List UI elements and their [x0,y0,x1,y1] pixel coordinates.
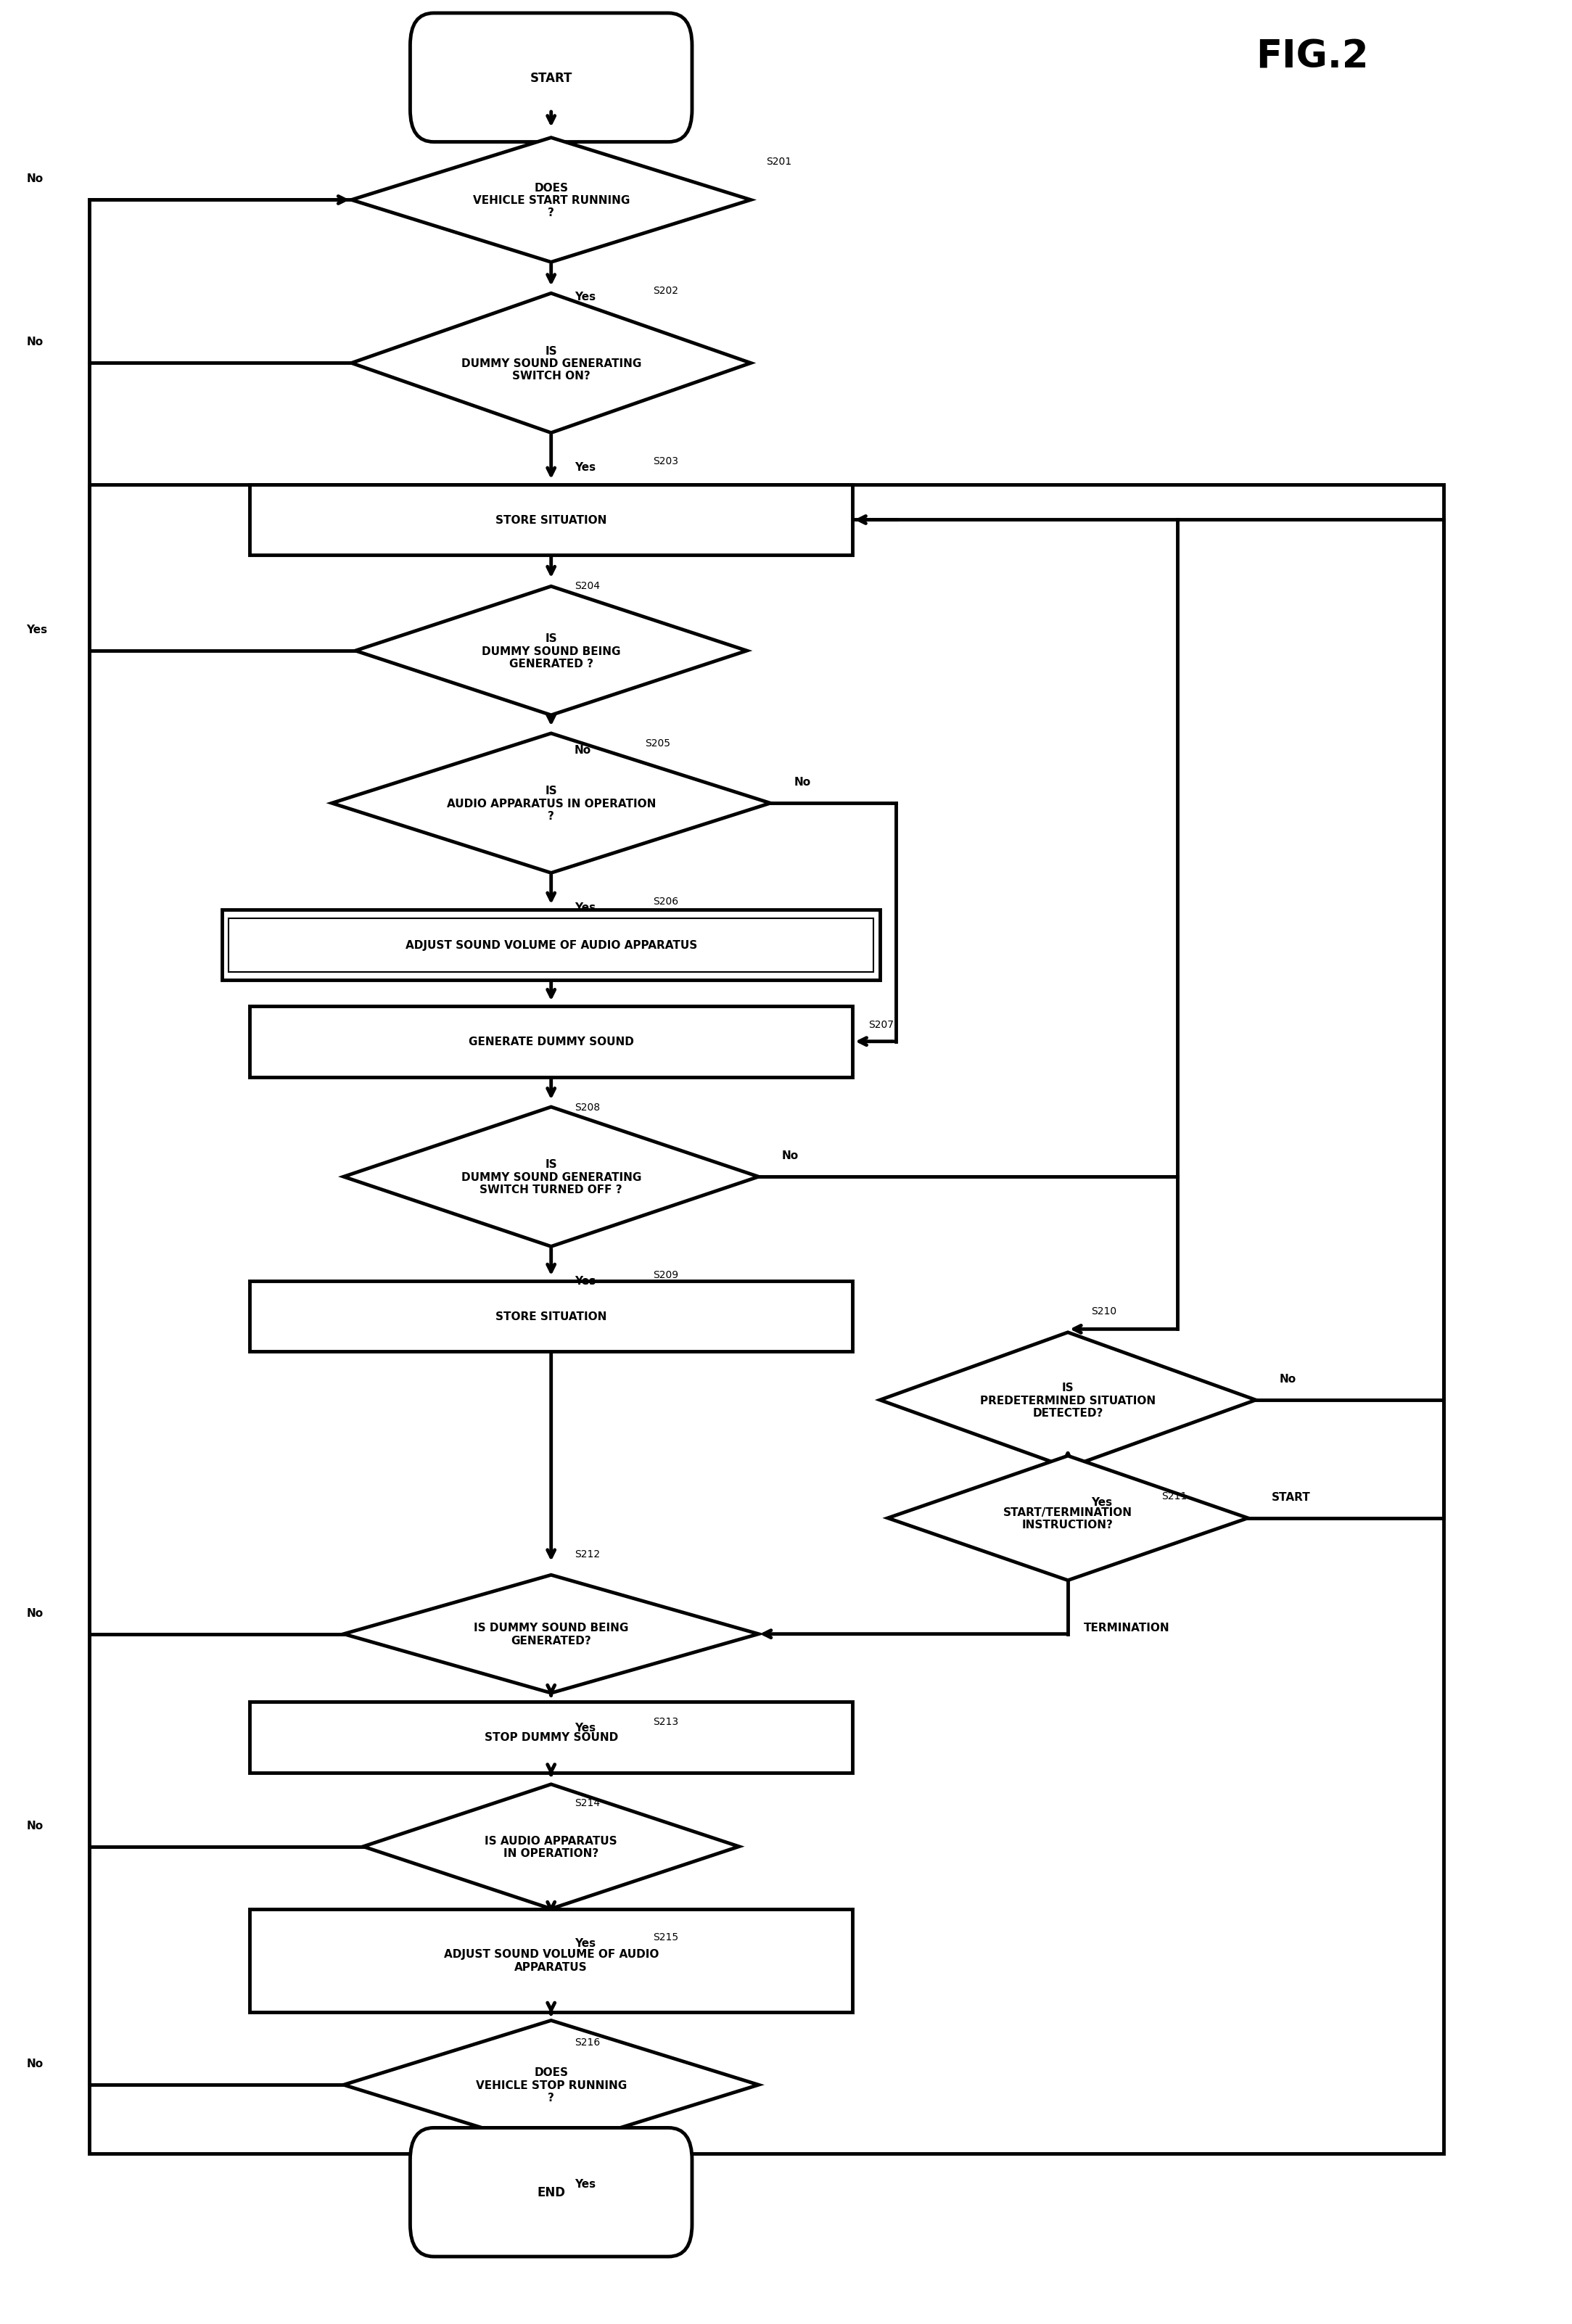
Bar [222,909,880,981]
Bar [250,1006,852,1078]
FancyBboxPatch shape [410,14,692,142]
Text: S212: S212 [575,1548,601,1559]
Text: IS AUDIO APPARATUS
IN OPERATION?: IS AUDIO APPARATUS IN OPERATION? [484,1836,618,1859]
Text: S216: S216 [575,2036,601,2047]
Polygon shape [880,1332,1256,1469]
Text: ADJUST SOUND VOLUME OF AUDIO APPARATUS: ADJUST SOUND VOLUME OF AUDIO APPARATUS [406,939,696,951]
Text: S207: S207 [868,1020,893,1030]
Text: S210: S210 [1091,1306,1116,1315]
Text: No: No [27,337,44,349]
Polygon shape [352,137,751,263]
Bar [250,1908,852,2013]
Bar [250,1281,852,1353]
Text: S204: S204 [575,581,601,590]
Polygon shape [344,2020,759,2150]
Text: No: No [27,1608,44,1618]
Bar [228,918,874,971]
Polygon shape [888,1457,1248,1580]
FancyBboxPatch shape [410,2129,692,2257]
Text: S213: S213 [652,1715,679,1727]
Bar [250,486,852,555]
Text: Yes: Yes [575,1276,596,1287]
Text: No: No [575,744,591,755]
Text: IS
DUMMY SOUND GENERATING
SWITCH ON?: IS DUMMY SOUND GENERATING SWITCH ON? [461,346,641,381]
Bar [90,486,1443,2154]
Text: END: END [538,2185,566,2199]
Text: S206: S206 [652,897,679,906]
Text: No: No [794,776,811,788]
Text: Yes: Yes [1091,1497,1113,1508]
Text: S205: S205 [645,739,670,748]
Text: IS
DUMMY SOUND GENERATING
SWITCH TURNED OFF ?: IS DUMMY SOUND GENERATING SWITCH TURNED … [461,1160,641,1195]
Text: Yes: Yes [575,290,596,302]
Text: GENERATE DUMMY SOUND: GENERATE DUMMY SOUND [468,1037,634,1048]
Text: FIG.2: FIG.2 [1256,37,1369,77]
Text: IS
AUDIO APPARATUS IN OPERATION
?: IS AUDIO APPARATUS IN OPERATION ? [446,786,656,823]
Polygon shape [344,1576,759,1694]
Text: S203: S203 [652,456,678,467]
Text: STOP DUMMY SOUND: STOP DUMMY SOUND [484,1731,618,1743]
Text: S209: S209 [652,1269,679,1281]
Text: STORE SITUATION: STORE SITUATION [495,1311,607,1322]
Polygon shape [355,586,747,716]
Text: S201: S201 [767,156,792,167]
Polygon shape [332,734,770,874]
Text: Yes: Yes [575,1722,596,1734]
Polygon shape [363,1785,739,1908]
Text: S215: S215 [652,1931,679,1943]
Text: S202: S202 [652,286,678,295]
Bar [250,1701,852,1773]
Text: Yes: Yes [575,1938,596,1950]
Text: Yes: Yes [575,462,596,474]
Text: IS
DUMMY SOUND BEING
GENERATED ?: IS DUMMY SOUND BEING GENERATED ? [481,632,621,669]
Text: Yes: Yes [27,625,47,634]
Polygon shape [344,1106,759,1246]
Text: IS DUMMY SOUND BEING
GENERATED?: IS DUMMY SOUND BEING GENERATED? [473,1622,629,1645]
Text: S208: S208 [575,1102,601,1113]
Text: TERMINATION: TERMINATION [1083,1622,1170,1634]
Text: Yes: Yes [575,902,596,913]
Text: Yes: Yes [575,2178,596,2189]
Text: S211: S211 [1162,1490,1187,1501]
Text: DOES
VEHICLE STOP RUNNING
?: DOES VEHICLE STOP RUNNING ? [476,2066,627,2103]
Text: No: No [27,174,44,184]
Text: DOES
VEHICLE START RUNNING
?: DOES VEHICLE START RUNNING ? [473,181,630,218]
Text: ADJUST SOUND VOLUME OF AUDIO
APPARATUS: ADJUST SOUND VOLUME OF AUDIO APPARATUS [443,1948,659,1973]
Text: START: START [1272,1492,1311,1501]
Text: STORE SITUATION: STORE SITUATION [495,516,607,525]
Polygon shape [352,293,751,432]
Text: No: No [27,2059,44,2068]
Text: S214: S214 [575,1796,601,1808]
Text: No: No [27,1820,44,1831]
Text: START/TERMINATION
INSTRUCTION?: START/TERMINATION INSTRUCTION? [1003,1506,1132,1529]
Text: START: START [530,72,572,84]
Text: IS
PREDETERMINED SITUATION
DETECTED?: IS PREDETERMINED SITUATION DETECTED? [979,1383,1155,1418]
Text: No: No [783,1150,799,1162]
Text: No: No [1280,1373,1295,1385]
